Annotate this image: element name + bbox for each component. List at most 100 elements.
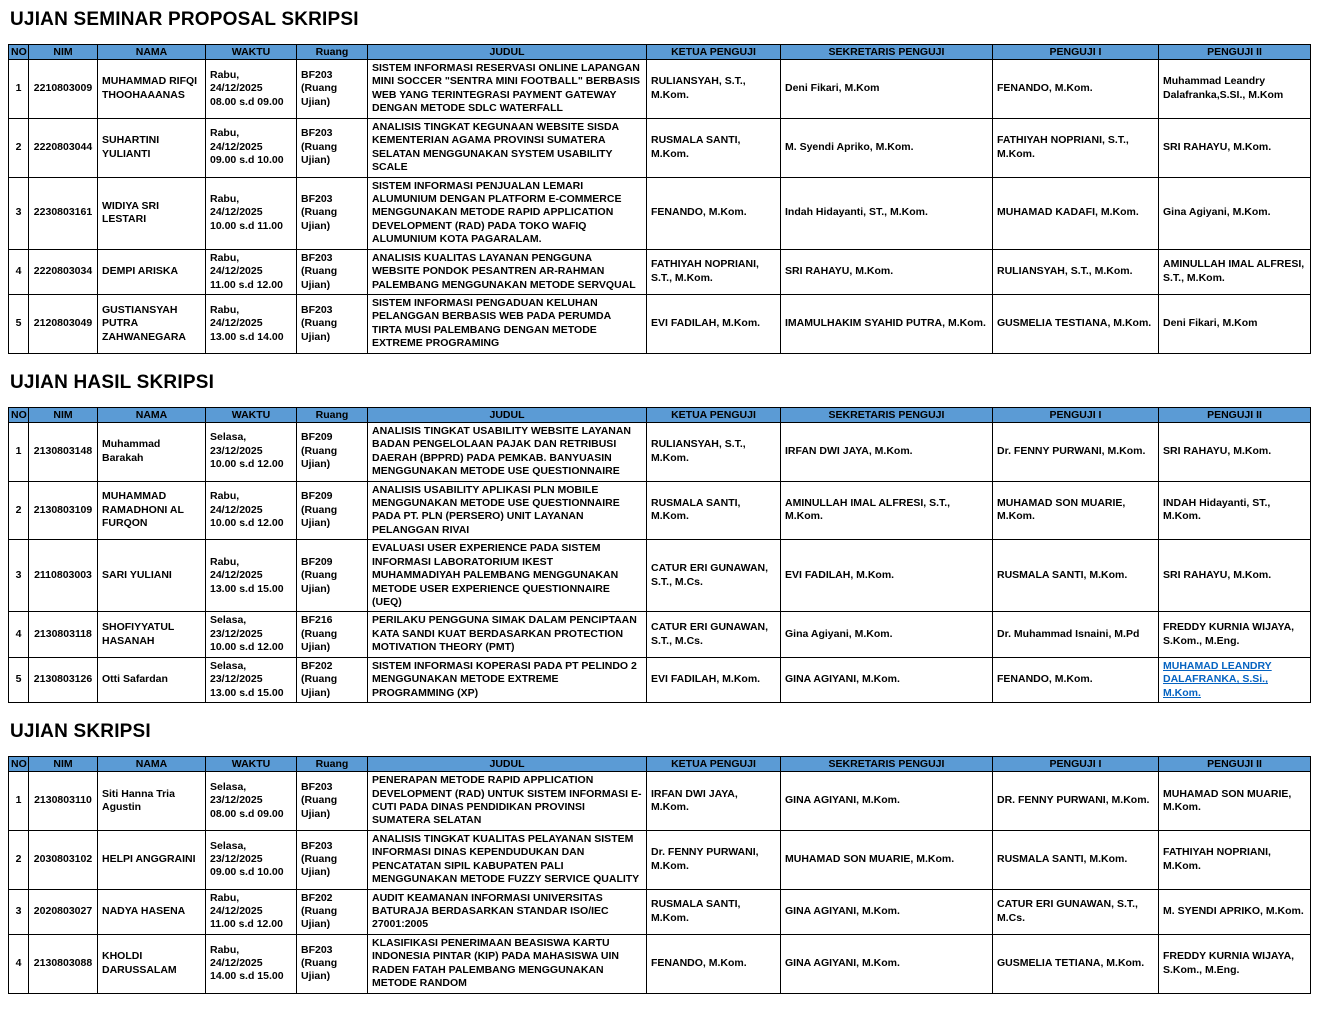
cell-penguji-2: MUHAMAD SON MUARIE, M.Kom.	[1158, 771, 1311, 831]
cell-judul: PENERAPAN METODE RAPID APPLICATION DEVEL…	[367, 771, 647, 831]
cell-judul: ANALISIS TINGKAT USABILITY WEBSITE LAYAN…	[367, 421, 647, 482]
cell-penguji-2: MUHAMAD LEANDRY DALAFRANKA, S.Si., M.Kom…	[1158, 656, 1311, 704]
cell-penguji-1: GUSMELIA TESTIANA, M.Kom.	[992, 294, 1159, 354]
cell-waktu: Rabu, 24/12/2025 11.00 s.d 12.00	[205, 248, 297, 296]
cell-nim: 2030803102	[28, 829, 98, 890]
cell-penguji-2: INDAH Hidayanti, ST., M.Kom.	[1158, 480, 1311, 541]
cell-ruang: BF209 (Ruang Ujian)	[296, 421, 368, 482]
cell-judul: ANALISIS TINGKAT KUALITAS PELAYANAN SIST…	[367, 829, 647, 890]
cell-nama: SHOFIYYATUL HASANAH	[97, 611, 206, 658]
col-header-judul: JUDUL	[367, 756, 647, 773]
col-header-ruang: Ruang	[296, 44, 368, 60]
cell-waktu: Rabu, 24/12/2025 11.00 s.d 12.00	[205, 888, 297, 935]
cell-nama: WIDIYA SRI LESTARI	[97, 176, 206, 250]
table-row: 1 2130803110 Siti Hanna Tria Agustin Selasa…	[8, 771, 1311, 831]
table-row: 4 2130803118 SHOFIYYATUL HASANAH Selasa, 23…	[8, 611, 1311, 658]
cell-sekretaris-penguji: GINA AGIYANI, M.Kom.	[780, 888, 993, 935]
table-row: 2 2030803102 HELPI ANGGRAINI Selasa, 23/12/…	[8, 829, 1311, 890]
cell-no: 3	[8, 176, 29, 250]
cell-waktu: Selasa, 23/12/2025 10.00 s.d 12.00	[205, 421, 297, 482]
section-ujian-skripsi: UJIAN SKRIPSI NO NIM NAMA WAKTU Ruang JU…	[8, 721, 1311, 994]
col-header-nama: NAMA	[97, 44, 206, 60]
cell-no: 1	[8, 59, 29, 119]
cell-penguji-1: RUSMALA SANTI, M.Kom.	[992, 539, 1159, 613]
cell-judul: EVALUASI USER EXPERIENCE PADA SISTEM INF…	[367, 539, 647, 613]
cell-waktu: Rabu, 24/12/2025 13.00 s.d 14.00	[205, 294, 297, 354]
cell-nim: 2220803034	[28, 248, 98, 296]
cell-nama: Muhammad Barakah	[97, 421, 206, 482]
cell-judul: PERILAKU PENGGUNA SIMAK DALAM PENCIPTAAN…	[367, 611, 647, 658]
cell-penguji-2: FATHIYAH NOPRIANI, M.Kom.	[1158, 829, 1311, 890]
cell-nama: DEMPI ARISKA	[97, 248, 206, 296]
cell-waktu: Rabu, 24/12/2025 08.00 s.d 09.00	[205, 59, 297, 119]
col-header-penguji-1: PENGUJI I	[992, 44, 1159, 60]
cell-ketua-penguji: EVI FADILAH, M.Kom.	[646, 656, 781, 704]
cell-ketua-penguji: RUSMALA SANTI, M.Kom.	[646, 117, 781, 178]
cell-waktu: Selasa, 23/12/2025 13.00 s.d 15.00	[205, 656, 297, 704]
cell-nim: 2130803126	[28, 656, 98, 704]
cell-ketua-penguji: CATUR ERI GUNAWAN, S.T., M.Cs.	[646, 539, 781, 613]
cell-ruang: BF202 (Ruang Ujian)	[296, 656, 368, 704]
cell-ruang: BF203 (Ruang Ujian)	[296, 294, 368, 354]
cell-sekretaris-penguji: GINA AGIYANI, M.Kom.	[780, 656, 993, 704]
cell-no: 1	[8, 421, 29, 482]
col-header-waktu: WAKTU	[205, 44, 297, 60]
cell-ruang: BF216 (Ruang Ujian)	[296, 611, 368, 658]
cell-nim: 2130803109	[28, 480, 98, 541]
cell-penguji-1: FATHIYAH NOPRIANI, S.T., M.Kom.	[992, 117, 1159, 178]
cell-sekretaris-penguji: GINA AGIYANI, M.Kom.	[780, 771, 993, 831]
cell-no: 5	[8, 656, 29, 704]
section-title-hasil: UJIAN HASIL SKRIPSI	[10, 371, 215, 393]
cell-nama: KHOLDI DARUSSALAM	[97, 933, 206, 994]
section-title-skripsi: UJIAN SKRIPSI	[10, 721, 151, 743]
cell-sekretaris-penguji: M. Syendi Apriko, M.Kom.	[780, 117, 993, 178]
cell-nama: SARI YULIANI	[97, 539, 206, 613]
cell-judul: AUDIT KEAMANAN INFORMASI UNIVERSITAS BAT…	[367, 888, 647, 935]
cell-penguji-2: Gina Agiyani, M.Kom.	[1158, 176, 1311, 250]
cell-judul: ANALISIS TINGKAT KEGUNAAN WEBSITE SISDA …	[367, 117, 647, 178]
cell-no: 2	[8, 829, 29, 890]
cell-nim: 2130803118	[28, 611, 98, 658]
cell-penguji-2: FREDDY KURNIA WIJAYA, S.Kom., M.Eng.	[1158, 611, 1311, 658]
cell-no: 4	[8, 933, 29, 994]
col-header-no: NO	[8, 756, 29, 773]
cell-penguji-2: FREDDY KURNIA WIJAYA, S.Kom., M.Eng.	[1158, 933, 1311, 994]
cell-ruang: BF203 (Ruang Ujian)	[296, 176, 368, 250]
table-row: 3 2020803027 NADYA HASENA Rabu, 24/12/2025 …	[8, 888, 1311, 935]
cell-nama: SUHARTINI YULIANTI	[97, 117, 206, 178]
col-header-ketua-penguji: KETUA PENGUJI	[646, 756, 781, 773]
section-ujian-hasil-skripsi: UJIAN HASIL SKRIPSI NO NIM NAMA WAKTU Ru…	[8, 371, 1311, 704]
cell-ketua-penguji: FENANDO, M.Kom.	[646, 933, 781, 994]
penguji-2-link[interactable]: MUHAMAD LEANDRY DALAFRANKA, S.Si., M.Kom…	[1163, 659, 1272, 699]
cell-ruang: BF203 (Ruang Ujian)	[296, 59, 368, 119]
cell-nama: Siti Hanna Tria Agustin	[97, 771, 206, 831]
cell-ruang: BF209 (Ruang Ujian)	[296, 480, 368, 541]
cell-ketua-penguji: FATHIYAH NOPRIANI, S.T., M.Kom.	[646, 248, 781, 296]
cell-nim: 2130803088	[28, 933, 98, 994]
cell-nim: 2130803148	[28, 421, 98, 482]
col-header-nama: NAMA	[97, 406, 206, 423]
cell-penguji-1: FENANDO, M.Kom.	[992, 656, 1159, 704]
cell-sekretaris-penguji: IRFAN DWI JAYA, M.Kom.	[780, 421, 993, 482]
cell-no: 4	[8, 611, 29, 658]
cell-waktu: Selasa, 23/12/2025 10.00 s.d 12.00	[205, 611, 297, 658]
col-header-judul: JUDUL	[367, 44, 647, 60]
col-header-nim: NIM	[28, 406, 98, 423]
col-header-penguji-2: PENGUJI II	[1158, 44, 1311, 60]
cell-ruang: BF202 (Ruang Ujian)	[296, 888, 368, 935]
cell-penguji-1: Dr. FENNY PURWANI, M.Kom.	[992, 421, 1159, 482]
cell-nama: HELPI ANGGRAINI	[97, 829, 206, 890]
cell-nim: 2210803009	[28, 59, 98, 119]
col-header-ruang: Ruang	[296, 406, 368, 423]
cell-penguji-2: SRI RAHAYU, M.Kom.	[1158, 539, 1311, 613]
cell-ruang: BF203 (Ruang Ujian)	[296, 933, 368, 994]
cell-nama: Otti Safardan	[97, 656, 206, 704]
cell-no: 1	[8, 771, 29, 831]
cell-penguji-1: RULIANSYAH, S.T., M.Kom.	[992, 248, 1159, 296]
cell-no: 3	[8, 888, 29, 935]
cell-ketua-penguji: RULIANSYAH, S.T., M.Kom.	[646, 421, 781, 482]
col-header-no: NO	[8, 406, 29, 423]
cell-penguji-2: AMINULLAH IMAL ALFRESI, S.T., M.Kom.	[1158, 248, 1311, 296]
cell-sekretaris-penguji: Gina Agiyani, M.Kom.	[780, 611, 993, 658]
